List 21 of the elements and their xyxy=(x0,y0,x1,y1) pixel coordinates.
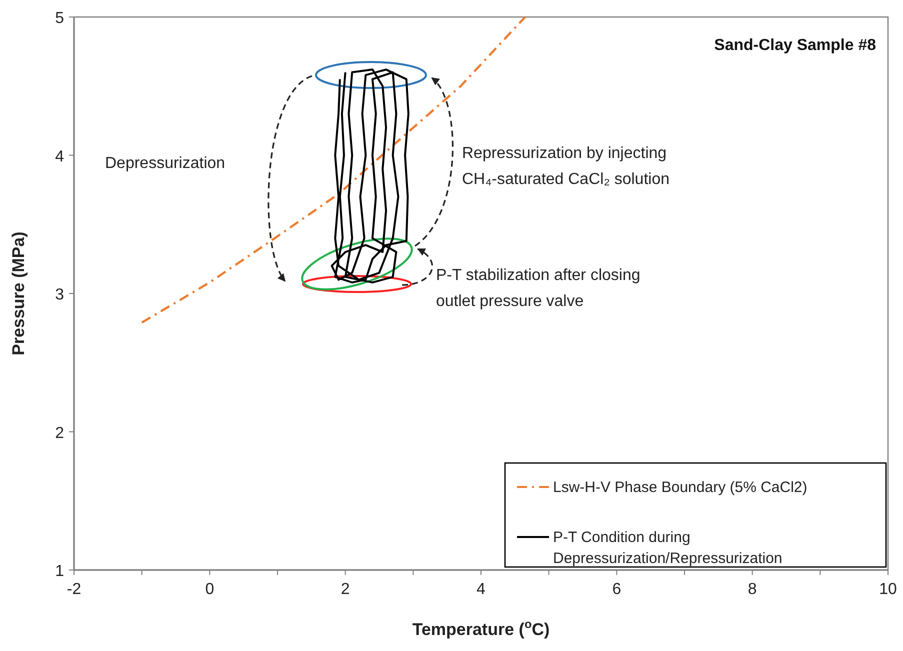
legend-label: P-T Condition during Depressurization/Repressurization xyxy=(553,529,782,567)
x-tick-label: 0 xyxy=(205,581,214,598)
annotation: Repressurization by injecting CH₄-saturated CaCl₂ solution xyxy=(462,145,670,188)
y-tick-label: 1 xyxy=(55,563,64,580)
y-tick-label: 5 xyxy=(55,10,64,27)
y-tick-label: 4 xyxy=(55,148,64,166)
line-series xyxy=(330,68,410,284)
y-axis-title: Pressure (MPa) xyxy=(9,232,28,356)
x-tick-label: 4 xyxy=(476,581,486,598)
x-tick-label: 10 xyxy=(879,581,897,598)
text: Sand-Clay Sample #8 xyxy=(714,37,876,54)
x-tick-label: 8 xyxy=(748,581,757,598)
x-tick-label: -2 xyxy=(66,581,82,598)
annotation: P-T stabilization after closing outlet pressure valve xyxy=(436,267,640,310)
y-tick-label: 3 xyxy=(55,286,64,304)
legend-label: Lsw-H-V Phase Boundary (5% CaCl2) xyxy=(553,479,808,496)
x-tick-label: 6 xyxy=(612,581,622,598)
y-tick-label: 2 xyxy=(55,424,64,442)
annotation: Depressurization xyxy=(105,155,226,172)
x-tick-label: 2 xyxy=(340,581,350,598)
x-axis-title: Temperature ($^{o}$C) xyxy=(412,617,550,639)
